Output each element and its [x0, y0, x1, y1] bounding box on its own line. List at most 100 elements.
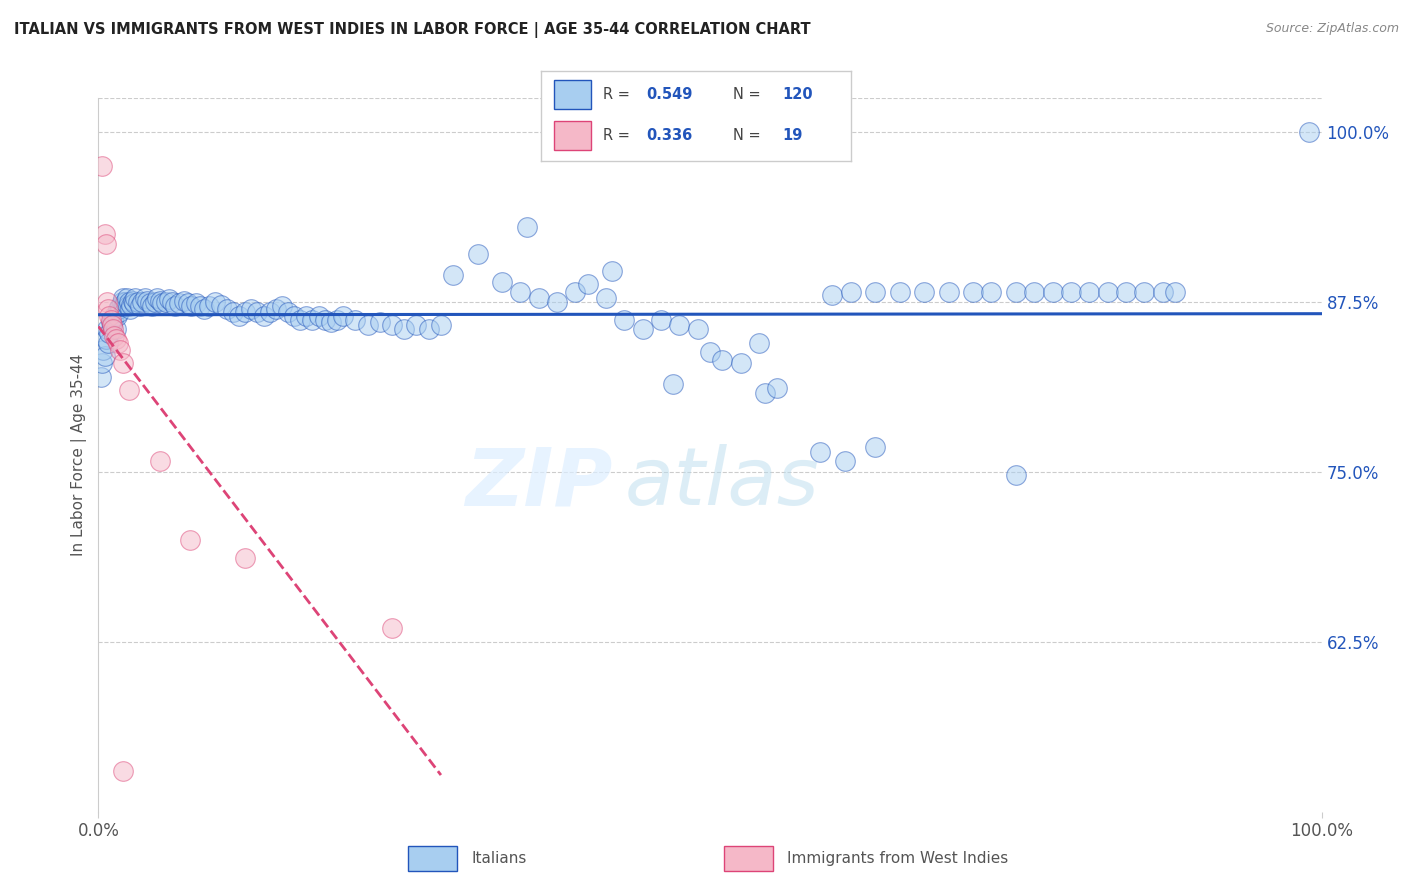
- Point: [193, 301, 215, 316]
- Point: [127, 295, 149, 310]
- Point: [103, 329, 125, 343]
- Point: [108, 304, 131, 318]
- Point: [631, 322, 654, 336]
- Point: [252, 309, 274, 323]
- Point: [134, 291, 156, 305]
- Point: [332, 309, 354, 323]
- Point: [240, 301, 263, 316]
- Point: [430, 318, 453, 332]
- Point: [1024, 285, 1046, 300]
- Point: [186, 296, 208, 310]
- Text: 19: 19: [783, 128, 803, 143]
- Point: [146, 291, 169, 305]
- Point: [93, 227, 115, 241]
- Point: [381, 621, 404, 635]
- Point: [730, 356, 752, 370]
- Point: [204, 295, 226, 310]
- Text: N =: N =: [733, 128, 761, 143]
- FancyBboxPatch shape: [724, 847, 773, 871]
- Point: [215, 301, 238, 316]
- Text: Source: ZipAtlas.com: Source: ZipAtlas.com: [1265, 22, 1399, 36]
- Point: [277, 304, 299, 318]
- Point: [180, 299, 202, 313]
- Point: [748, 335, 770, 350]
- Point: [110, 343, 132, 357]
- Point: [107, 335, 129, 350]
- Point: [821, 288, 844, 302]
- Point: [808, 444, 831, 458]
- Point: [595, 291, 617, 305]
- Point: [467, 247, 489, 261]
- Point: [97, 335, 120, 350]
- Point: [527, 291, 550, 305]
- Point: [160, 295, 183, 310]
- Point: [118, 384, 141, 398]
- Point: [101, 318, 124, 332]
- Point: [117, 299, 139, 313]
- Y-axis label: In Labor Force | Age 35-44: In Labor Force | Age 35-44: [72, 354, 87, 556]
- Point: [233, 550, 256, 565]
- Point: [93, 350, 115, 364]
- Point: [150, 296, 173, 310]
- Point: [613, 312, 636, 326]
- Point: [96, 322, 118, 336]
- Point: [1004, 467, 1026, 482]
- Point: [111, 295, 134, 310]
- Point: [111, 764, 134, 778]
- Point: [326, 312, 349, 326]
- Text: ITALIAN VS IMMIGRANTS FROM WEST INDIES IN LABOR FORCE | AGE 35-44 CORRELATION CH: ITALIAN VS IMMIGRANTS FROM WEST INDIES I…: [14, 22, 811, 38]
- Point: [91, 159, 114, 173]
- Point: [94, 236, 117, 251]
- Point: [1133, 285, 1156, 300]
- Point: [1004, 285, 1026, 300]
- Point: [120, 298, 142, 312]
- Point: [103, 309, 125, 323]
- Point: [101, 322, 124, 336]
- Point: [197, 299, 219, 313]
- Point: [308, 309, 330, 323]
- Point: [405, 318, 427, 332]
- Point: [165, 299, 187, 313]
- Point: [564, 285, 586, 300]
- FancyBboxPatch shape: [554, 121, 591, 150]
- Point: [111, 356, 134, 370]
- Point: [515, 220, 537, 235]
- FancyBboxPatch shape: [408, 847, 457, 871]
- Point: [314, 312, 336, 326]
- Point: [1115, 285, 1137, 300]
- Point: [105, 309, 128, 323]
- Point: [124, 291, 146, 305]
- Point: [104, 322, 127, 336]
- Point: [98, 326, 121, 341]
- Text: N =: N =: [733, 87, 761, 102]
- Point: [344, 312, 367, 326]
- Point: [381, 318, 404, 332]
- Point: [104, 332, 127, 346]
- Point: [111, 291, 134, 305]
- Point: [295, 309, 318, 323]
- Point: [157, 293, 180, 307]
- Point: [100, 315, 122, 329]
- Point: [114, 295, 136, 310]
- Point: [112, 299, 135, 313]
- Point: [110, 299, 132, 313]
- Point: [392, 322, 416, 336]
- Point: [863, 285, 886, 300]
- Point: [290, 312, 312, 326]
- Point: [1097, 285, 1119, 300]
- Point: [576, 277, 599, 292]
- Point: [246, 304, 269, 318]
- Point: [98, 309, 121, 323]
- Point: [600, 264, 623, 278]
- Point: [136, 293, 159, 308]
- Point: [173, 293, 195, 308]
- Point: [149, 293, 172, 308]
- Point: [100, 312, 122, 326]
- Point: [1042, 285, 1064, 300]
- Text: R =: R =: [603, 128, 634, 143]
- Point: [1298, 125, 1320, 139]
- Text: R =: R =: [603, 87, 634, 102]
- Point: [259, 304, 281, 318]
- Point: [209, 298, 232, 312]
- Point: [980, 285, 1002, 300]
